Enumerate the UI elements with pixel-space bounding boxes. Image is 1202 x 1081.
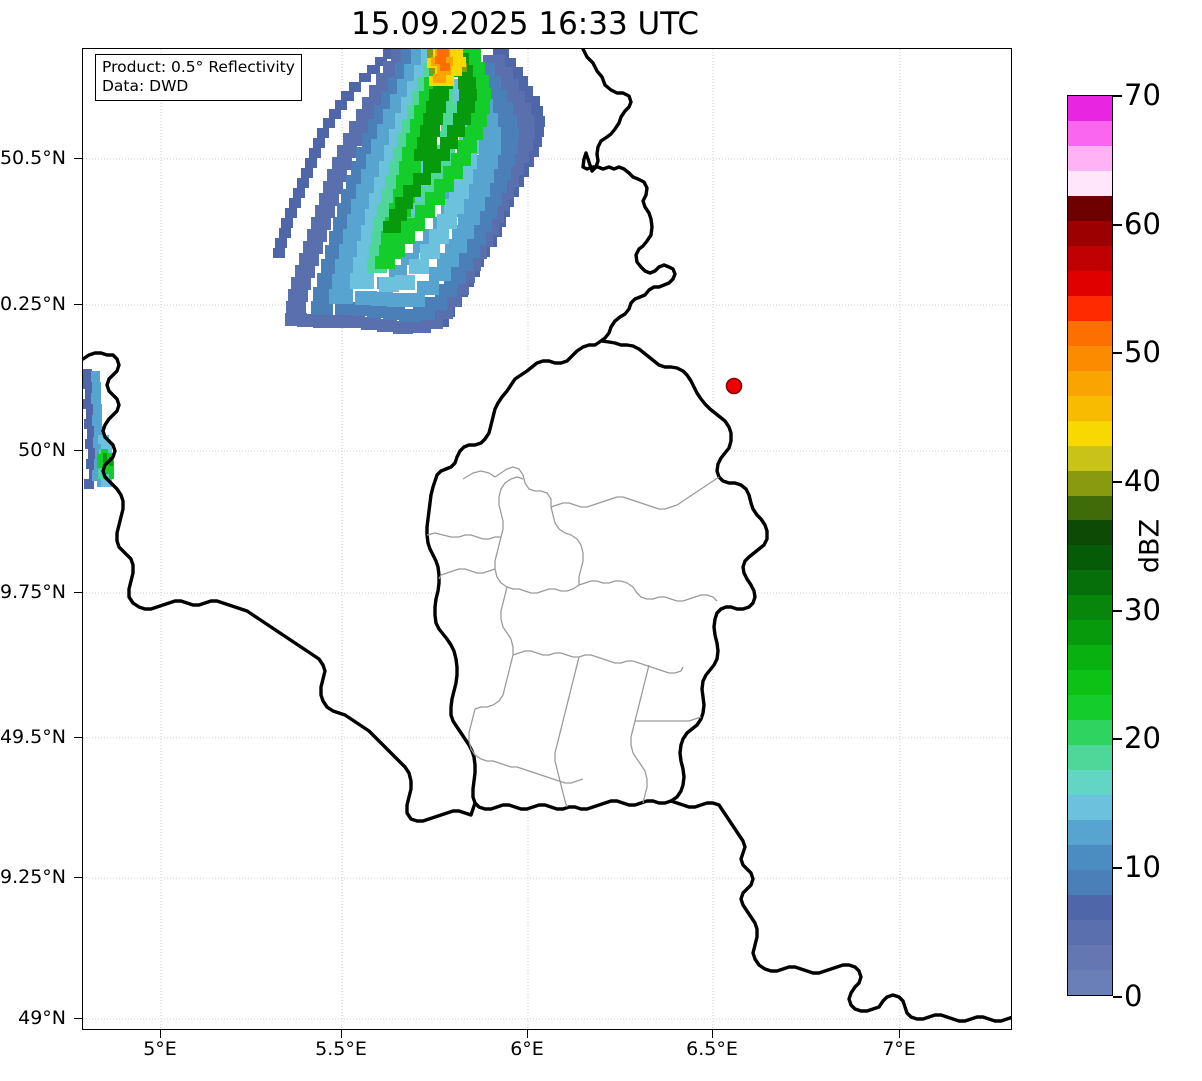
- colorbar-band-31: [1068, 195, 1112, 221]
- radar-site-marker: [725, 377, 743, 395]
- colorbar-band-8: [1068, 770, 1112, 796]
- ytick-mark-6: [74, 1018, 82, 1020]
- xtick-label-4: 7°E: [882, 1038, 916, 1060]
- colorbar[interactable]: [1067, 95, 1113, 996]
- info-box: Product: 0.5° Reflectivity Data: DWD: [95, 54, 302, 101]
- colorbar-band-26: [1068, 320, 1112, 346]
- colorbar-band-2: [1068, 919, 1112, 945]
- colorbar-tick-label-0: 0: [1124, 979, 1143, 1013]
- map-plot-area[interactable]: [82, 48, 1012, 1030]
- colorbar-tick-mark-10: [1113, 867, 1122, 869]
- colorbar-tick-label-70: 70: [1124, 78, 1161, 112]
- ytick-label-6: 49°N: [18, 1007, 66, 1029]
- colorbar-band-19: [1068, 495, 1112, 521]
- border-belgium-germany: [581, 49, 677, 343]
- colorbar-band-6: [1068, 820, 1112, 846]
- colorbar-band-4: [1068, 870, 1112, 895]
- colorbar-band-10: [1068, 720, 1112, 746]
- colorbar-band-34: [1068, 120, 1112, 146]
- ytick-label-3: 49.75°N: [0, 581, 66, 603]
- colorbar-band-25: [1068, 345, 1112, 371]
- info-product-line: Product: 0.5° Reflectivity: [102, 58, 295, 76]
- xtick-mark-0: [160, 1030, 162, 1038]
- xtick-label-1: 5.5°E: [315, 1038, 367, 1060]
- ytick-label-5: 49.25°N: [0, 866, 66, 888]
- xtick-mark-3: [712, 1030, 714, 1038]
- colorbar-tick-mark-20: [1113, 738, 1122, 740]
- colorbar-band-11: [1068, 695, 1112, 721]
- page-title: 15.09.2025 16:33 UTC: [351, 6, 699, 42]
- colorbar-band-13: [1068, 645, 1112, 671]
- colorbar-band-22: [1068, 420, 1112, 446]
- colorbar-band-17: [1068, 545, 1112, 571]
- colorbar-band-14: [1068, 620, 1112, 646]
- xtick-label-3: 6.5°E: [686, 1038, 738, 1060]
- colorbar-band-9: [1068, 745, 1112, 771]
- colorbar-band-12: [1068, 670, 1112, 696]
- colorbar-tick-label-30: 30: [1124, 593, 1161, 627]
- colorbar-tick-label-50: 50: [1124, 335, 1161, 369]
- colorbar-tick-mark-60: [1113, 224, 1122, 226]
- ytick-label-4: 49.5°N: [0, 726, 66, 748]
- colorbar-tick-mark-70: [1113, 95, 1122, 97]
- info-data-line: Data: DWD: [102, 77, 189, 95]
- colorbar-band-21: [1068, 445, 1112, 471]
- xtick-label-0: 5°E: [143, 1038, 177, 1060]
- colorbar-tick-label-10: 10: [1124, 850, 1161, 884]
- colorbar-band-35: [1068, 96, 1112, 121]
- colorbar-band-23: [1068, 395, 1112, 421]
- xtick-mark-1: [341, 1030, 343, 1038]
- ytick-mark-1: [74, 304, 82, 306]
- colorbar-tick-mark-30: [1113, 610, 1122, 612]
- ytick-label-2: 50°N: [18, 439, 66, 461]
- ytick-label-1: 50.25°N: [0, 293, 66, 315]
- colorbar-band-24: [1068, 370, 1112, 396]
- xtick-mark-4: [899, 1030, 901, 1038]
- colorbar-band-0: [1068, 969, 1112, 995]
- colorbar-axis-label: dBZ: [1134, 518, 1166, 574]
- ytick-mark-4: [74, 737, 82, 739]
- colorbar-tick-label-20: 20: [1124, 721, 1161, 755]
- colorbar-band-16: [1068, 570, 1112, 596]
- colorbar-tick-mark-0: [1113, 996, 1122, 998]
- colorbar-band-29: [1068, 245, 1112, 271]
- colorbar-band-7: [1068, 795, 1112, 821]
- colorbar-band-5: [1068, 845, 1112, 871]
- ytick-label-0: 50.5°N: [0, 147, 66, 169]
- colorbar-tick-mark-50: [1113, 352, 1122, 354]
- colorbar-band-27: [1068, 295, 1112, 321]
- colorbar-band-33: [1068, 145, 1112, 171]
- colorbar-tick-mark-40: [1113, 481, 1122, 483]
- colorbar-tick-label-60: 60: [1124, 207, 1161, 241]
- colorbar-band-28: [1068, 270, 1112, 296]
- xtick-label-2: 6°E: [510, 1038, 544, 1060]
- border-luxembourg: [425, 339, 769, 811]
- colorbar-band-18: [1068, 520, 1112, 546]
- border-france-germany: [669, 799, 1011, 1023]
- luxembourg-cantons: [426, 466, 720, 808]
- colorbar-band-3: [1068, 895, 1112, 920]
- colorbar-band-30: [1068, 220, 1112, 246]
- xtick-mark-2: [527, 1030, 529, 1038]
- ytick-mark-5: [74, 877, 82, 879]
- colorbar-band-15: [1068, 595, 1112, 621]
- colorbar-band-1: [1068, 944, 1112, 970]
- ytick-mark-2: [74, 450, 82, 452]
- colorbar-tick-label-40: 40: [1124, 464, 1161, 498]
- ytick-mark-0: [74, 158, 82, 160]
- colorbar-band-32: [1068, 170, 1112, 196]
- colorbar-band-20: [1068, 470, 1112, 496]
- radar-echo-main-band: [273, 49, 545, 334]
- ytick-mark-3: [74, 592, 82, 594]
- border-belgium-france: [83, 351, 477, 823]
- map-canvas: [83, 49, 1011, 1029]
